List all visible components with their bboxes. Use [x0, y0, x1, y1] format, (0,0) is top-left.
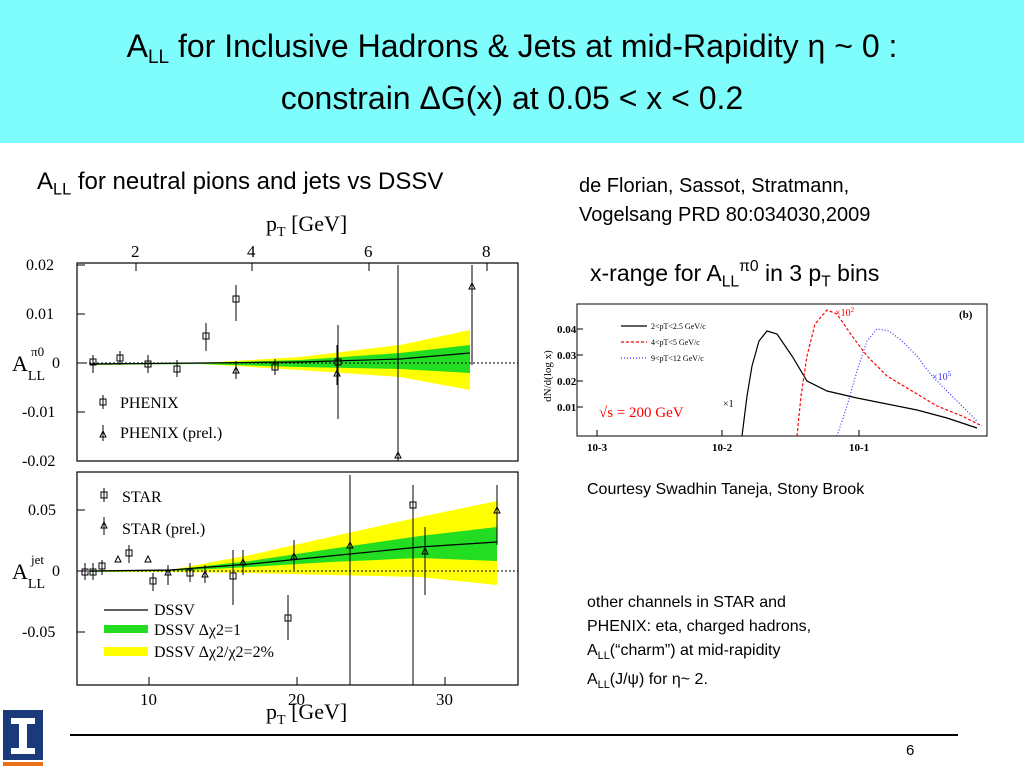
jet-data-points [81, 475, 501, 685]
legend-phenix: PHENIX [120, 395, 179, 412]
x-dist-ytick: 0.04 [557, 324, 577, 336]
x-dist-ytick: 0.01 [557, 402, 576, 414]
other-line-4: ALL(J/ψ) for η~ 2. [587, 670, 708, 691]
legend-star: STAR [122, 489, 162, 506]
scale-x100: ×102 [835, 306, 855, 319]
jet-yellow-band [90, 501, 497, 585]
x-dist-ytick: 0.03 [557, 350, 577, 362]
pion-ytick-label: 0.01 [26, 306, 54, 323]
pion-dssv-curve [89, 352, 471, 365]
jet-ytick-label: 0 [52, 563, 60, 580]
pion-yellow-band [90, 330, 470, 390]
pion-green-band [90, 345, 470, 373]
other-line-2: PHENIX: eta, charged hadrons, [587, 618, 812, 635]
top-tick-label: 2 [131, 242, 140, 261]
sqrt-s-label: √s = 200 GeV [599, 405, 684, 421]
x-dist-y-axis-label: dN/d(log x) [542, 350, 554, 402]
title-line-1: ALL for Inclusive Hadrons & Jets at mid-… [126, 28, 898, 68]
top-tick-label: 6 [364, 242, 373, 261]
scale-x1e5: ×105 [932, 370, 952, 383]
curve-mid-pt [796, 309, 983, 437]
reference-line-2: Vogelsang PRD 80:034030,2009 [579, 204, 871, 226]
legend-phenix-prel: PHENIX (prel.) [120, 425, 222, 442]
reference-line-1: de Florian, Sassot, Stratmann, [579, 175, 850, 197]
x-dist-xtick: 10-1 [849, 442, 869, 454]
pion-panel-frame [76, 262, 519, 462]
x-dist-frame [576, 303, 988, 437]
legend-star-prel: STAR (prel.) [122, 521, 205, 538]
jet-ytick-label: -0.05 [22, 624, 55, 641]
footer-rule [70, 734, 958, 736]
legend-low-pt: 2<pT<2.5 GeV/c [651, 322, 706, 331]
reference-citation: de Florian, Sassot, Stratmann, Vogelsang… [579, 172, 870, 230]
title-line-2: constrain ΔG(x) at 0.05 < x < 0.2 [280, 80, 744, 116]
legend-mid-pt: 4<pT<5 GeV/c [651, 338, 700, 347]
scale-x1: ×1 [723, 399, 734, 410]
jet-dssv-curve [89, 541, 498, 572]
top-tick-label: 8 [482, 242, 491, 261]
pion-ytick-label: -0.02 [22, 453, 55, 470]
dssv-green-swatch [104, 625, 148, 633]
courtesy-note: Courtesy Swadhin Taneja, Stony Brook [587, 481, 865, 498]
legend-dssv-chi2: DSSV Δχ2/χ2=2% [154, 644, 274, 661]
x-range-heading: x-range for ALLπ0 in 3 pT bins [590, 258, 880, 291]
bottom-axis-label: pT [GeV] [266, 699, 347, 725]
curve-low-pt [741, 330, 978, 437]
slide-title: ALL for Inclusive Hadrons & Jets at mid-… [0, 26, 1024, 118]
dssv-yellow-swatch [104, 647, 148, 656]
bottom-tick-label: 10 [140, 690, 157, 709]
bottom-tick-label: 20 [288, 690, 305, 709]
other-channels-note: other channels in STAR and PHENIX: eta, … [587, 591, 811, 697]
x-distribution-figure: (b) dN/d(log x) 0.04 0.03 0.02 0.01 10-3… [542, 303, 988, 454]
title-banner [0, 0, 1024, 143]
left-figure-caption: ALL for neutral pions and jets vs DSSV [37, 168, 444, 199]
university-logo-icon [3, 710, 43, 766]
x-dist-xtick: 10-2 [712, 442, 733, 454]
curve-high-pt [836, 328, 978, 437]
pion-ytick-label: -0.01 [22, 404, 55, 421]
legend-dssv: DSSV [154, 602, 195, 619]
jet-ytick-label: 0.05 [28, 502, 56, 519]
pion-data-points [89, 265, 476, 461]
legend-high-pt: 9<pT<12 GeV/c [651, 354, 704, 363]
jet-y-axis-label: ALLjet [12, 552, 45, 592]
other-line-3: ALL(“charm”) at mid-rapidity [587, 642, 781, 662]
page-number: 6 [906, 742, 915, 759]
pion-ytick-label: 0.02 [26, 257, 54, 274]
top-tick-label: 4 [247, 242, 256, 261]
x-dist-xtick: 10-3 [587, 442, 608, 454]
other-line-1: other channels in STAR and [587, 594, 786, 611]
bottom-tick-label: 30 [436, 690, 453, 709]
x-dist-ytick: 0.02 [557, 376, 577, 388]
legend-dssv-chi1: DSSV Δχ2=1 [154, 622, 241, 639]
pion-ytick-label: 0 [52, 355, 60, 372]
all-vs-pt-figure: pT [GeV] 2 4 6 8 0.02 0.01 0 -0.01 -0.02… [12, 211, 519, 725]
panel-label: (b) [959, 309, 973, 321]
top-axis-label: pT [GeV] [266, 211, 347, 240]
pion-y-axis-label: ALLπ0 [12, 344, 45, 384]
